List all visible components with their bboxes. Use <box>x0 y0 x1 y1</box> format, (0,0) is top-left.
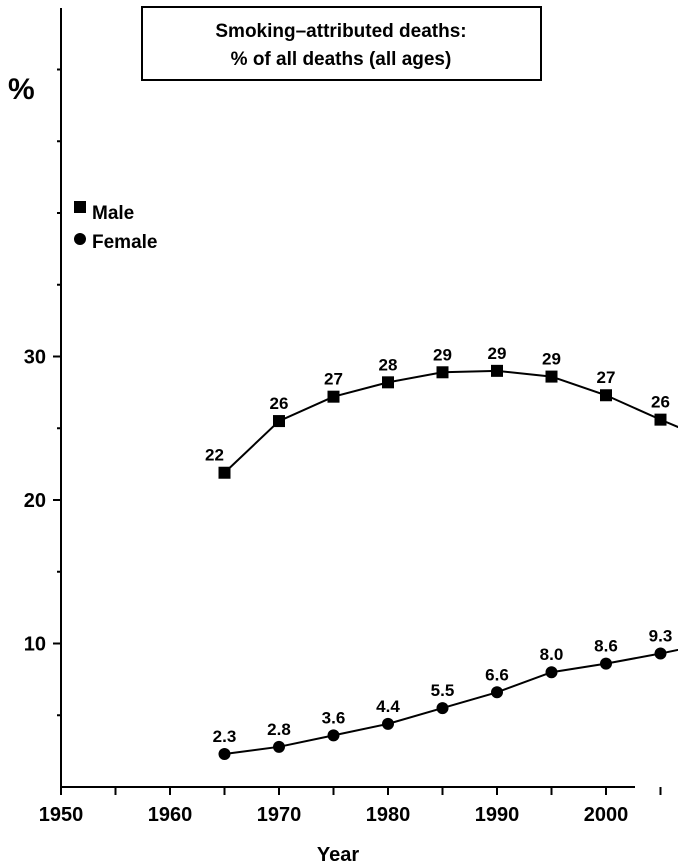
male-data-point <box>545 370 558 383</box>
male-data-label: 29 <box>488 344 507 363</box>
female-data-label: 8.0 <box>540 645 564 664</box>
male-data-label: 29 <box>433 345 452 364</box>
legend-female-marker <box>74 233 86 245</box>
female-data-point <box>545 666 558 679</box>
female-data-point <box>491 686 503 699</box>
male-data-point <box>382 376 394 389</box>
series-layer: 22262728292929272624232.32.83.64.45.56.6… <box>205 344 678 760</box>
title-frame <box>141 6 542 81</box>
x-tick-label: 1950 <box>39 804 84 826</box>
x-tick-label: 1990 <box>475 804 520 826</box>
y-axis-ticks: 10 20 30 <box>24 68 61 717</box>
x-tick-label: 1980 <box>366 804 411 826</box>
y-tick-label: 30 <box>24 347 46 369</box>
female-series-line <box>224 648 678 755</box>
female-data-point <box>218 747 231 760</box>
female-data-point <box>327 729 340 742</box>
male-series-line <box>223 369 678 474</box>
female-data-label: 4.4 <box>376 697 400 716</box>
male-data-label: 26 <box>651 393 670 412</box>
female-data-point <box>436 702 449 715</box>
female-series: 2.32.83.64.45.56.68.08.69.31011 <box>213 627 678 760</box>
male-data-point <box>273 415 285 428</box>
female-data-label: 8.6 <box>594 637 618 656</box>
female-data-point <box>273 740 285 753</box>
female-data-label: 3.6 <box>322 708 346 727</box>
y-tick-label: 20 <box>24 490 46 512</box>
male-data-point <box>327 390 340 403</box>
male-series: 2226272829292927262423 <box>205 344 678 479</box>
y-tick-label: 10 <box>24 634 46 656</box>
legend-female-label: Female <box>92 232 157 253</box>
male-data-point <box>491 364 503 377</box>
female-data-label: 2.8 <box>267 720 291 739</box>
y-axis-unit-label: % <box>8 73 35 106</box>
male-data-label: 29 <box>542 350 561 369</box>
female-data-label: 5.5 <box>431 681 455 700</box>
male-data-label: 28 <box>379 355 398 374</box>
female-data-label: 6.6 <box>485 665 509 684</box>
male-data-point <box>654 413 667 426</box>
x-axis-title: Year <box>317 844 359 866</box>
chart-title-box: Smoking–attributed deaths: % of all deat… <box>141 6 542 81</box>
female-data-label: 9.3 <box>649 627 673 646</box>
legend: Male Female <box>74 201 157 253</box>
female-data-point <box>382 717 394 730</box>
x-tick-label: 2000 <box>584 804 629 826</box>
male-data-label: 27 <box>324 370 343 389</box>
chart-title-line-2: % of all deaths (all ages) <box>231 49 452 70</box>
legend-male-label: Male <box>92 203 134 224</box>
x-tick-label: 1960 <box>148 804 193 826</box>
x-axis-ticks: 1950196019701980199020002010 <box>39 787 662 826</box>
male-data-label: 27 <box>597 368 616 387</box>
female-data-point <box>600 657 612 670</box>
x-tick-label: 1970 <box>257 804 302 826</box>
female-data-point <box>654 647 667 660</box>
female-data-label: 2.3 <box>213 727 237 746</box>
male-data-point <box>218 466 231 479</box>
male-data-label: 26 <box>270 394 289 413</box>
male-data-label: 22 <box>205 446 224 465</box>
legend-male-marker <box>74 201 86 213</box>
chart-title-line-1: Smoking–attributed deaths: <box>215 21 466 42</box>
male-data-point <box>600 389 612 402</box>
male-data-point <box>436 366 449 379</box>
